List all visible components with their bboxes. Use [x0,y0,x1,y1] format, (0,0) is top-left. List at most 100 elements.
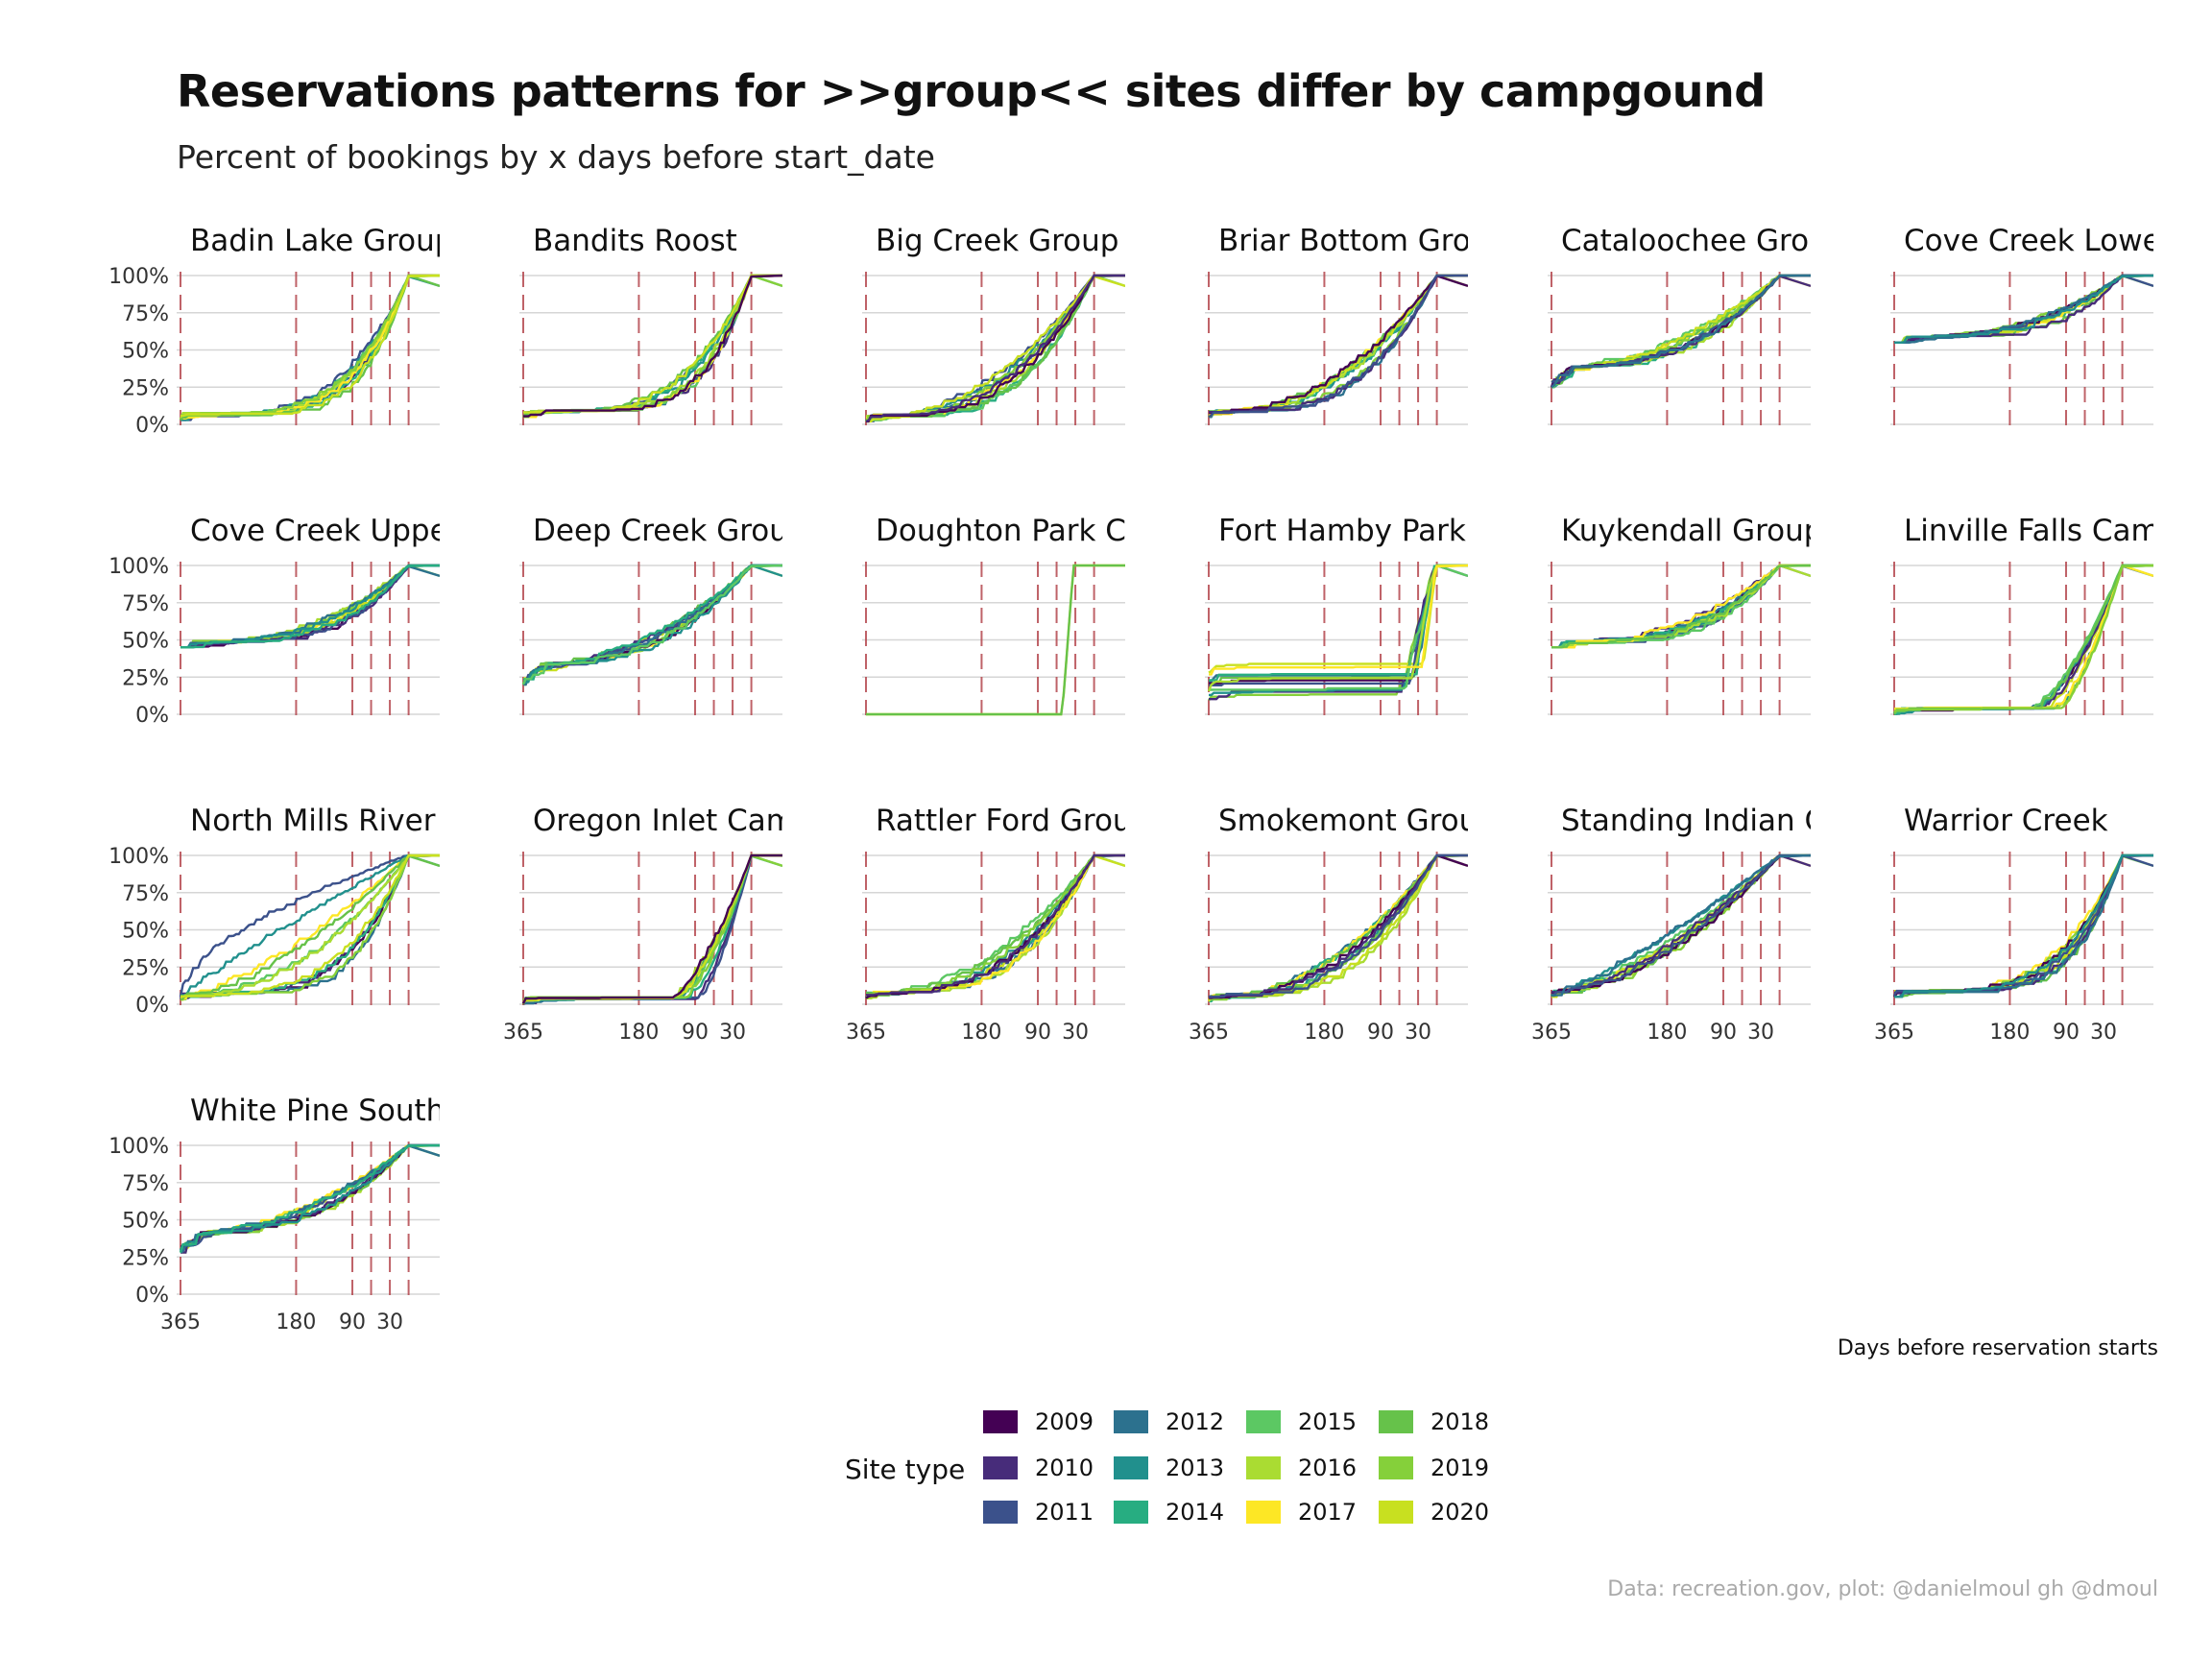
series-line [1551,274,1811,389]
legend-item: 2020 [1379,1498,1489,1527]
facet-title: North Mills River [190,804,436,838]
y-tick-label: 75% [122,882,169,906]
facet-title: Standing Indian Ca [1561,804,1843,838]
series-line [1551,854,1811,995]
facet-title: Smokemont Group [1218,804,1497,838]
series-line [1894,854,2153,998]
facet-panel: Kuykendall Group [1548,514,1822,718]
legend-item: 2011 [983,1498,1094,1527]
facet-panel: Warrior Creek 365 180 90 30 [1874,804,2153,1045]
y-tick-label: 25% [122,1246,169,1270]
x-tick-label: 90 [1367,1021,1394,1045]
facet-panel: Fort Hamby Park [1205,514,1468,718]
series-line [1894,274,2153,344]
series-line [1893,564,2153,713]
legend-swatch [1114,1501,1148,1524]
y-tick-label: 50% [122,920,169,944]
facet-title: Fort Hamby Park [1218,514,1466,548]
series-line [1209,854,1468,998]
facet-title: Cataloochee Grou [1561,224,1828,258]
series-line [1551,854,1811,998]
y-tick-label: 0% [135,1284,169,1308]
legend-swatch [1114,1456,1148,1479]
series-line [180,1143,440,1254]
facet-panel: Cove Creek Upper 0% 25% 50% 75% 100% [108,514,461,728]
facet-panel: Standing Indian Ca 365 180 90 30 [1531,804,1843,1045]
facet-title: Deep Creek Group [533,514,807,548]
facet-title: Kuykendall Group [1561,514,1822,548]
series-line [1551,274,1811,389]
y-tick-label: 100% [108,845,169,869]
series-line [1209,274,1468,413]
series-line [866,854,1125,997]
facet-title: Big Creek Group C [876,224,1149,258]
legend-label: 2018 [1431,1408,1490,1435]
series-line [523,564,782,681]
facet-panel: Briar Bottom Grou [1205,224,1468,428]
series-line [865,274,1125,422]
facet-title: White Pine South ( [190,1094,466,1128]
x-tick-label: 180 [1304,1021,1344,1045]
legend-item: 2009 [983,1407,1094,1436]
x-tick-label: 90 [682,1021,709,1045]
series-line [521,564,782,685]
series-line [1551,854,1811,994]
series-line [180,274,440,418]
series-line [179,1143,440,1254]
facet-panel: Big Creek Group C [862,224,1149,428]
series-line [180,854,440,998]
legend-item: 2016 [1246,1454,1357,1482]
series-line [1551,854,1811,997]
series-line [1207,564,1468,692]
series-line [521,854,782,1004]
x-tick-label: 365 [160,1310,201,1334]
x-tick-label: 30 [376,1310,403,1334]
series-line [865,274,1125,423]
series-line [180,854,440,998]
legend-item: 2013 [1114,1454,1224,1482]
legend-label: 2015 [1298,1408,1358,1435]
series-line [1208,274,1468,419]
facet-panel: Cataloochee Grou [1548,224,1828,428]
facet-title: Cove Creek Upper [190,514,461,548]
series-line [1894,274,2153,344]
x-tick-label: 180 [618,1021,659,1045]
series-line [1550,275,1811,388]
series-line [180,1143,440,1254]
series-line [180,854,440,1001]
y-tick-label: 100% [108,1135,169,1159]
series-line [1209,564,1468,686]
legend-label: 2013 [1166,1455,1225,1481]
y-tick-label: 25% [122,376,169,400]
series-line [1894,274,2153,344]
series-line [180,564,440,649]
series-line [1209,274,1468,415]
legend-swatch [1114,1410,1148,1433]
facet-panel: Bandits Roost [519,224,782,428]
x-tick-label: 180 [276,1310,316,1334]
x-tick-label: 90 [2053,1021,2080,1045]
y-tick-label: 0% [135,414,169,438]
series-line [1551,274,1811,389]
facet-panel: Rattler Ford Group 365 180 90 30 [846,804,1150,1045]
facet-panel: Doughton Park Ca [862,514,1144,718]
facet-title: Rattler Ford Group [876,804,1150,838]
series-line [179,1143,440,1251]
legend-swatch [983,1501,1018,1524]
series-line [180,564,440,649]
y-tick-label: 75% [122,592,169,616]
x-tick-label: 180 [1989,1021,2030,1045]
series-line [1894,274,2153,344]
legend-label: 2014 [1166,1499,1225,1526]
x-tick-label: 30 [2090,1021,2117,1045]
series-line [1894,274,2153,344]
x-tick-label: 365 [1531,1021,1572,1045]
series-line [180,854,440,1000]
facet-title: Doughton Park Ca [876,514,1144,548]
legend-label: 2016 [1298,1455,1358,1481]
legend-swatch [983,1410,1018,1433]
series-line [180,1143,440,1254]
legend-label: 2019 [1431,1455,1490,1481]
facet-title: Badin Lake Group [190,224,453,258]
y-tick-label: 0% [135,704,169,728]
